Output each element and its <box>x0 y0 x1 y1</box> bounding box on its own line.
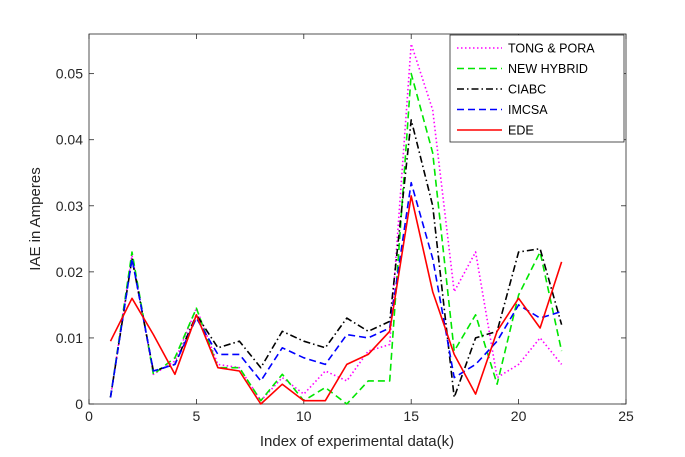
x-tick-label: 25 <box>618 408 634 424</box>
x-tick-label: 0 <box>85 408 93 424</box>
legend-label: IMCSA <box>508 103 548 117</box>
axis-ticks: 0 5 10 15 20 25 0 0.01 0.02 0.03 0.04 0.05 <box>56 34 634 424</box>
legend-label: CIABC <box>508 83 546 97</box>
legend-box <box>449 34 625 143</box>
legend-label: NEW HYBRID <box>508 62 588 76</box>
y-axis-label: IAE in Amperes <box>27 167 44 270</box>
y-tick-label: 0.02 <box>56 264 83 280</box>
x-tick-label: 20 <box>511 408 527 424</box>
y-tick-label: 0.05 <box>56 66 83 82</box>
x-axis-label: Index of experimental data(k) <box>260 433 454 450</box>
y-tick-label: 0.04 <box>56 132 83 148</box>
y-tick-label: 0.03 <box>56 198 83 214</box>
x-tick-label: 10 <box>296 408 312 424</box>
series-line-new-hybrid <box>109 72 563 405</box>
x-tick-label: 15 <box>403 408 419 424</box>
series-lines <box>109 43 563 405</box>
legend: TONG & PORA NEW HYBRID CIABC IMCSA EDE <box>449 34 625 143</box>
y-tick-label: 0 <box>75 396 83 412</box>
legend-label: TONG & PORA <box>508 42 595 56</box>
legend-label: EDE <box>508 124 534 138</box>
series-line-imcsa <box>109 181 562 398</box>
x-tick-label: 5 <box>193 408 201 424</box>
series-line-ede <box>109 195 563 405</box>
y-tick-label: 0.01 <box>56 330 83 346</box>
